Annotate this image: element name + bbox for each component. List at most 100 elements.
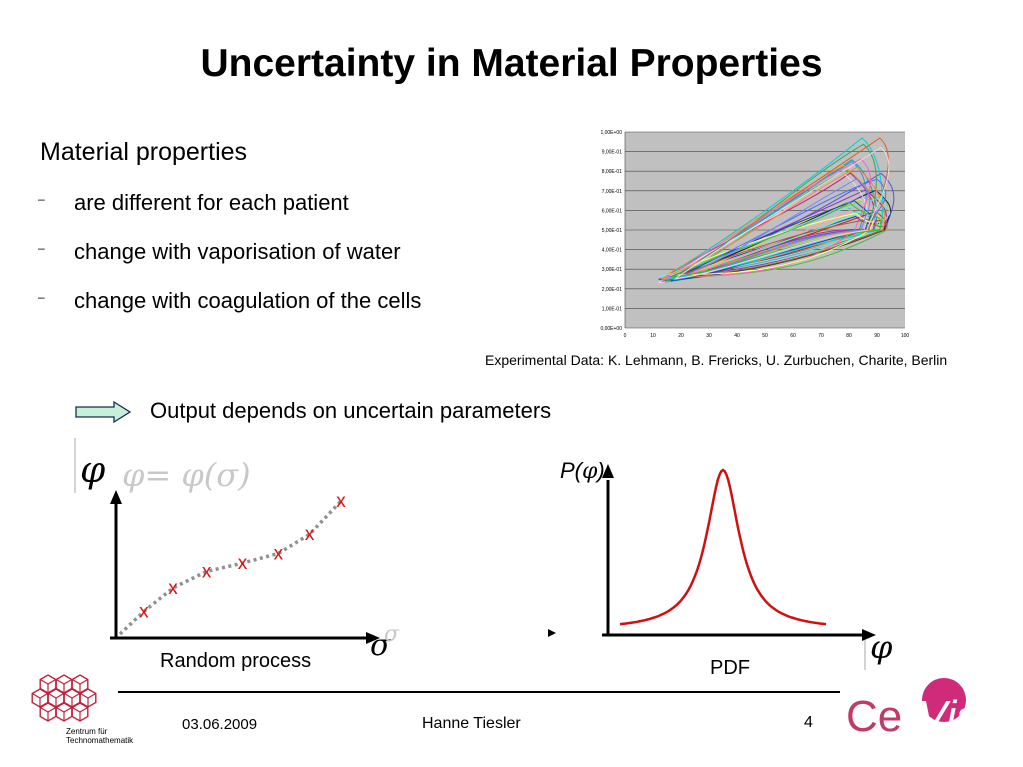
sample-marker: x: [202, 561, 212, 582]
zentrum-logo-caption: Zentrum für Technomathematik: [66, 727, 133, 745]
sample-marker: x: [238, 553, 248, 574]
x-tick-label: 0: [624, 333, 627, 339]
hex-edge: [39, 692, 49, 699]
data-series-line: [674, 146, 890, 280]
cevis-logo-circle: [922, 678, 966, 722]
sample-marker: x: [305, 524, 315, 545]
cevis-logo-ce: Ce: [846, 692, 902, 738]
y-tick-label: 0,00E+00: [600, 326, 622, 332]
y-tick-label: 9,00E-01: [602, 150, 623, 156]
sample-marker: x: [336, 491, 346, 512]
hex-edge: [55, 706, 65, 713]
data-series-line: [672, 178, 871, 281]
x-tick-label: 40: [734, 333, 740, 339]
random-process-label: Random process: [160, 650, 312, 672]
pdf-y-label-prefix: P(: [560, 458, 582, 483]
y-axis-arrowhead: [110, 490, 122, 504]
x-tick-label: 60: [790, 333, 796, 339]
data-series-line: [665, 158, 871, 280]
sigma-ghost-symbol: σ: [384, 622, 400, 647]
hex-edge: [79, 678, 89, 685]
chart-caption: Experimental Data: K. Lehmann, B. Freric…: [485, 352, 948, 368]
cevis-logo-vis: Vis: [918, 692, 976, 738]
hex-edge: [31, 692, 41, 699]
phi-axis-symbol: φ: [80, 450, 106, 491]
bullet-text: change with coagulation of the cells: [74, 288, 422, 313]
pointer-mark-icon: [548, 629, 556, 637]
zentrum-caption-line: Technomathematik: [66, 736, 134, 745]
section-heading: Material properties: [40, 138, 248, 166]
bullet-marker: –: [38, 241, 45, 255]
y-tick-label: 1,00E+00: [600, 130, 622, 136]
slide-title: Uncertainty in Material Properties: [200, 42, 823, 85]
x-axis-arrowhead: [366, 632, 380, 644]
hex-edge: [39, 706, 49, 713]
hex-edge: [47, 692, 57, 699]
sample-marker: x: [139, 601, 149, 622]
hex-edge: [79, 706, 89, 713]
bullet-text: are different for each patient: [74, 190, 349, 215]
hex-edge: [71, 678, 81, 685]
pdf-y-label-suffix: ): [597, 458, 605, 483]
page-number: 4: [804, 714, 813, 731]
pdf-x-axis-symbol: φ: [870, 628, 893, 666]
random-process-curve: [118, 499, 343, 636]
x-tick-label: 50: [762, 333, 768, 339]
footer-author: Hanne Tiesler: [422, 715, 521, 732]
hex-edge: [71, 706, 81, 713]
bullet-marker: –: [38, 290, 45, 304]
sample-marker: x: [168, 578, 178, 599]
data-series-line: [671, 202, 882, 278]
hex-edge: [63, 692, 73, 699]
data-series-line: [671, 218, 887, 280]
hex-edge: [55, 692, 65, 699]
x-tick-label: 30: [706, 333, 712, 339]
data-series-line: [668, 212, 875, 276]
hex-cell: [71, 702, 89, 722]
pdf-label: PDF: [710, 657, 750, 679]
data-series-line: [660, 198, 891, 278]
sample-marker: x: [274, 543, 284, 564]
sigma-axis-symbol: σ: [370, 628, 391, 663]
zentrum-caption-line: Zentrum für: [66, 727, 108, 736]
y-axis-arrowhead: [602, 464, 614, 478]
x-tick-label: 90: [874, 333, 880, 339]
cevis-logo: Ce Vis: [846, 678, 976, 738]
footer-divider: [118, 691, 840, 693]
hex-edge: [47, 706, 57, 713]
x-tick-label: 100: [901, 333, 910, 339]
x-tick-label: 10: [650, 333, 656, 339]
hex-edge: [63, 678, 73, 685]
bullet-marker: –: [38, 192, 45, 206]
data-series-line: [668, 178, 887, 278]
pdf-y-label-symbol: φ: [582, 459, 598, 484]
zentrum-logo-icon: [31, 674, 97, 722]
hex-edge: [55, 678, 65, 685]
y-tick-label: 1,00E-01: [602, 306, 623, 312]
series-group: [658, 137, 895, 284]
equation-label: φ= φ(σ): [122, 456, 251, 494]
bullet-text: change with vaporisation of water: [74, 239, 401, 264]
x-axis-arrowhead: [862, 629, 876, 641]
y-tick-label: 7,00E-01: [602, 189, 623, 195]
hex-edge: [71, 692, 81, 699]
y-tick-label: 5,00E-01: [602, 228, 623, 234]
hex-edge: [87, 692, 97, 699]
pdf-y-axis-label: P(φ): [560, 458, 605, 484]
footer-date: 03.06.2009: [182, 716, 258, 733]
hex-edge: [79, 692, 89, 699]
pdf-curve: [619, 468, 827, 626]
pdf-plot: [602, 464, 876, 670]
y-tick-label: 3,00E-01: [602, 267, 623, 273]
y-tick-label: 6,00E-01: [602, 208, 623, 214]
random-process-plot: xxx x xxx: [74, 438, 380, 644]
arrow-right-icon: [75, 400, 132, 424]
hex-edge: [63, 706, 73, 713]
hex-edge: [39, 678, 49, 685]
x-tick-label: 70: [818, 333, 824, 339]
experimental-data-chart: 0,00E+00 1,00E-01 2,00E-01 3,00E-01 4,00E-01…: [600, 130, 910, 339]
y-tick-label: 4,00E-01: [602, 248, 623, 254]
hex-edge: [47, 678, 57, 685]
x-tick-label: 20: [678, 333, 684, 339]
x-tick-label: 80: [846, 333, 852, 339]
